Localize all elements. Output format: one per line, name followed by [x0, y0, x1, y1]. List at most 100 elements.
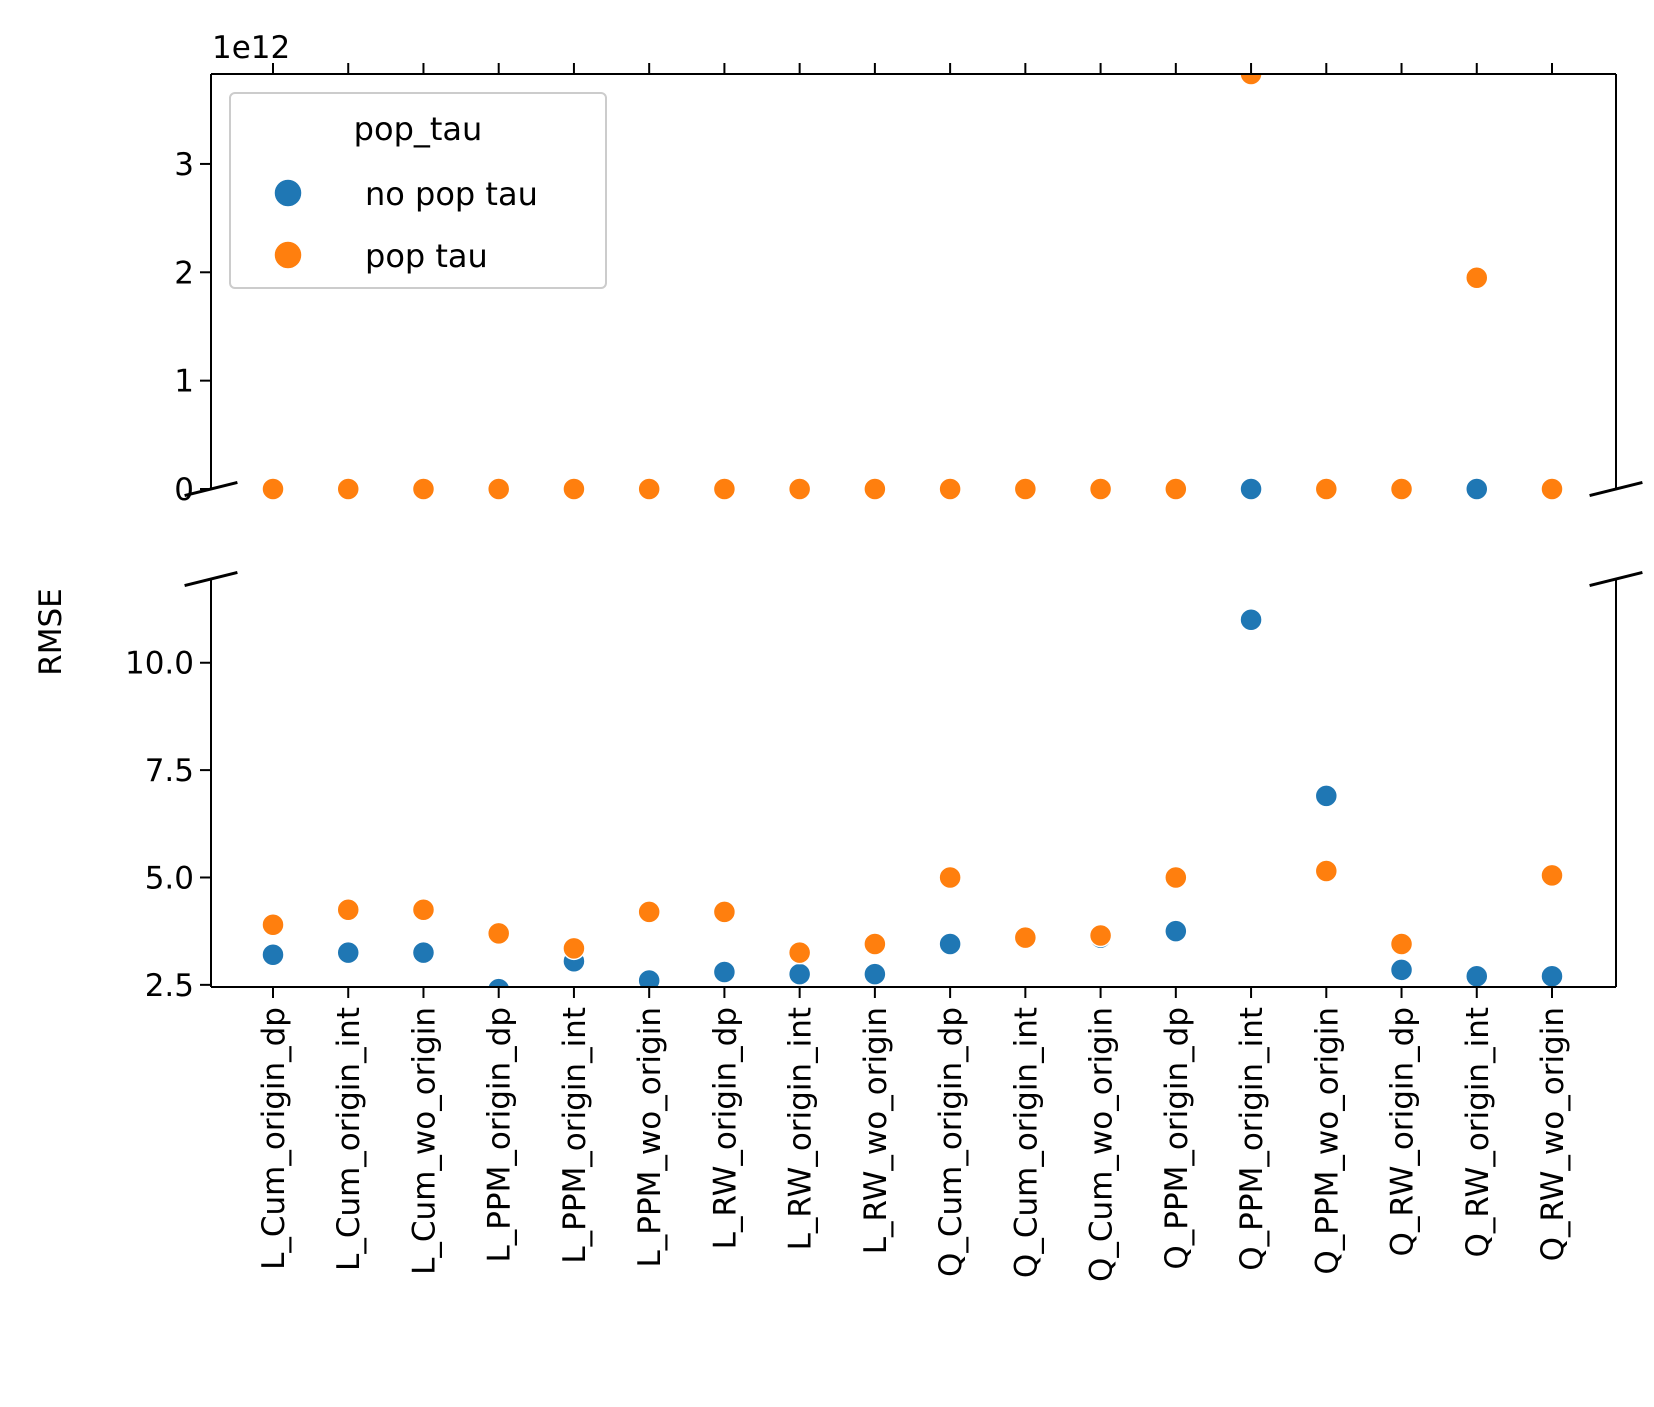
top-y-tick-label: 0 [174, 472, 194, 508]
point-bottom-pop-tau [938, 865, 962, 890]
point-bottom-no-pop-tau [411, 940, 436, 965]
point-bottom-pop-tau [712, 900, 737, 924]
point-bottom-no-pop-tau [1540, 964, 1564, 987]
top-axis-offset-text: 1e12 [212, 30, 290, 66]
point-bottom-pop-tau [336, 897, 360, 922]
point-bottom-pop-tau [637, 900, 661, 924]
bottom-panel-spines [210, 579, 1617, 988]
top-panel-spines [210, 73, 1617, 489]
axis-break-mark [1589, 570, 1643, 588]
point-top-pop-tau [1164, 477, 1188, 501]
x-tick-label: Q_RW_wo_origin [1535, 1007, 1571, 1261]
point-top-pop-tau [1013, 477, 1038, 501]
bottom-y-ticks: 2.5 5.0 7.5 10.0 [125, 646, 211, 1004]
x-tick-label: Q_Cum_origin_int [1008, 1007, 1044, 1278]
legend-marker-pop-tau [273, 240, 303, 270]
legend-label: pop tau [365, 237, 488, 275]
x-tick-label: Q_PPM_origin_int [1234, 1007, 1270, 1271]
bottom-y-tick-label: 7.5 [145, 753, 194, 789]
point-bottom-no-pop-tau [261, 943, 285, 967]
point-bottom-pop-tau [1013, 925, 1038, 950]
point-top-no-pop-tau [1465, 477, 1489, 501]
point-top-pop-tau [1088, 477, 1113, 501]
x-tick-label: Q_RW_origin_dp [1385, 1007, 1421, 1256]
axis-break-mark [1589, 480, 1643, 498]
point-top-pop-tau [486, 477, 511, 501]
x-tick-label: L_Cum_origin_dp [256, 1007, 292, 1270]
point-bottom-no-pop-tau [712, 960, 737, 984]
bottom-panel: 2.55.07.510.0 L_Cum_origin_dp L_Cum_origi… [125, 579, 1617, 1282]
top-x-ticks [272, 63, 1553, 74]
legend-box [229, 92, 607, 289]
x-tick-label: L_RW_origin_dp [707, 1007, 743, 1249]
top-y-tick-label: 3 [174, 147, 194, 183]
x-tick-label: L_RW_origin_int [783, 1007, 819, 1250]
x-tick-label: L_Cum_origin_int [331, 1007, 367, 1271]
point-top-pop-tau [1239, 74, 1263, 86]
point-bottom-no-pop-tau [938, 932, 962, 956]
x-tick-label: Q_PPM_wo_origin [1309, 1007, 1345, 1275]
point-top-pop-tau [863, 477, 887, 501]
point-top-pop-tau [336, 477, 360, 501]
bottom-panel-points [261, 608, 1564, 987]
point-top-pop-tau [1465, 265, 1489, 290]
y-axis-label: RMSE [33, 588, 69, 676]
x-tick-label: Q_RW_origin_int [1460, 1007, 1496, 1258]
point-bottom-pop-tau [562, 936, 586, 961]
top-y-tick-label: 2 [174, 255, 194, 291]
point-bottom-pop-tau [261, 912, 285, 937]
top-y-ticks: 0 1 2 3 [174, 147, 211, 508]
point-top-pop-tau [562, 477, 586, 501]
top-y-tick-label: 1 [174, 364, 194, 400]
axis-break-mark [184, 570, 238, 588]
axis-break-marks [184, 480, 1643, 588]
point-bottom-pop-tau [486, 921, 511, 946]
point-bottom-no-pop-tau [1314, 784, 1339, 808]
bottom-y-tick-label: 5.0 [145, 860, 194, 896]
x-tick-label: L_RW_wo_origin [858, 1007, 894, 1254]
top-panel-points [261, 74, 1564, 501]
point-bottom-pop-tau [787, 940, 812, 965]
x-tick-label: L_Cum_wo_origin [406, 1007, 442, 1275]
point-top-pop-tau [261, 477, 285, 501]
point-bottom-no-pop-tau [1465, 964, 1489, 987]
point-top-pop-tau [637, 477, 661, 501]
x-tick-label: Q_Cum_wo_origin [1084, 1007, 1120, 1282]
top-panel: 0 1 2 3 1e12 [174, 30, 1617, 508]
point-bottom-pop-tau [1389, 932, 1414, 956]
x-ticks: L_Cum_origin_dp L_Cum_origin_int L_Cum_wo_… [256, 987, 1571, 1282]
point-top-pop-tau [1314, 477, 1339, 501]
legend-label: no pop tau [365, 175, 538, 213]
point-top-pop-tau [1389, 477, 1414, 501]
point-bottom-pop-tau [1164, 865, 1188, 890]
point-top-pop-tau [411, 477, 436, 501]
point-bottom-pop-tau [863, 932, 887, 956]
point-bottom-no-pop-tau [1389, 958, 1414, 982]
x-tick-label: Q_Cum_origin_dp [933, 1007, 969, 1277]
x-tick-label: L_PPM_origin_dp [482, 1007, 518, 1263]
point-top-no-pop-tau [1239, 477, 1263, 501]
point-bottom-no-pop-tau [1164, 919, 1188, 943]
x-tick-label: L_PPM_origin_int [557, 1007, 593, 1264]
point-top-pop-tau [1540, 477, 1564, 501]
point-top-pop-tau [787, 477, 812, 501]
point-bottom-pop-tau [1088, 923, 1113, 948]
bottom-y-tick-label: 10.0 [125, 646, 194, 682]
x-tick-label: Q_PPM_origin_dp [1159, 1007, 1195, 1270]
bottom-y-tick-label: 2.5 [145, 968, 194, 1004]
point-bottom-pop-tau [1314, 859, 1339, 883]
point-top-pop-tau [712, 477, 737, 501]
point-bottom-no-pop-tau [1239, 608, 1263, 632]
point-top-pop-tau [938, 477, 962, 501]
point-bottom-no-pop-tau [336, 940, 360, 965]
point-bottom-no-pop-tau [487, 977, 511, 987]
legend-title: pop_tau [354, 110, 483, 148]
x-tick-label: L_PPM_wo_origin [632, 1007, 668, 1268]
point-bottom-no-pop-tau [787, 962, 812, 986]
legend-marker-no-pop-tau [273, 178, 303, 208]
point-bottom-pop-tau [1540, 863, 1564, 888]
point-bottom-pop-tau [411, 897, 436, 922]
point-bottom-no-pop-tau [637, 968, 661, 987]
